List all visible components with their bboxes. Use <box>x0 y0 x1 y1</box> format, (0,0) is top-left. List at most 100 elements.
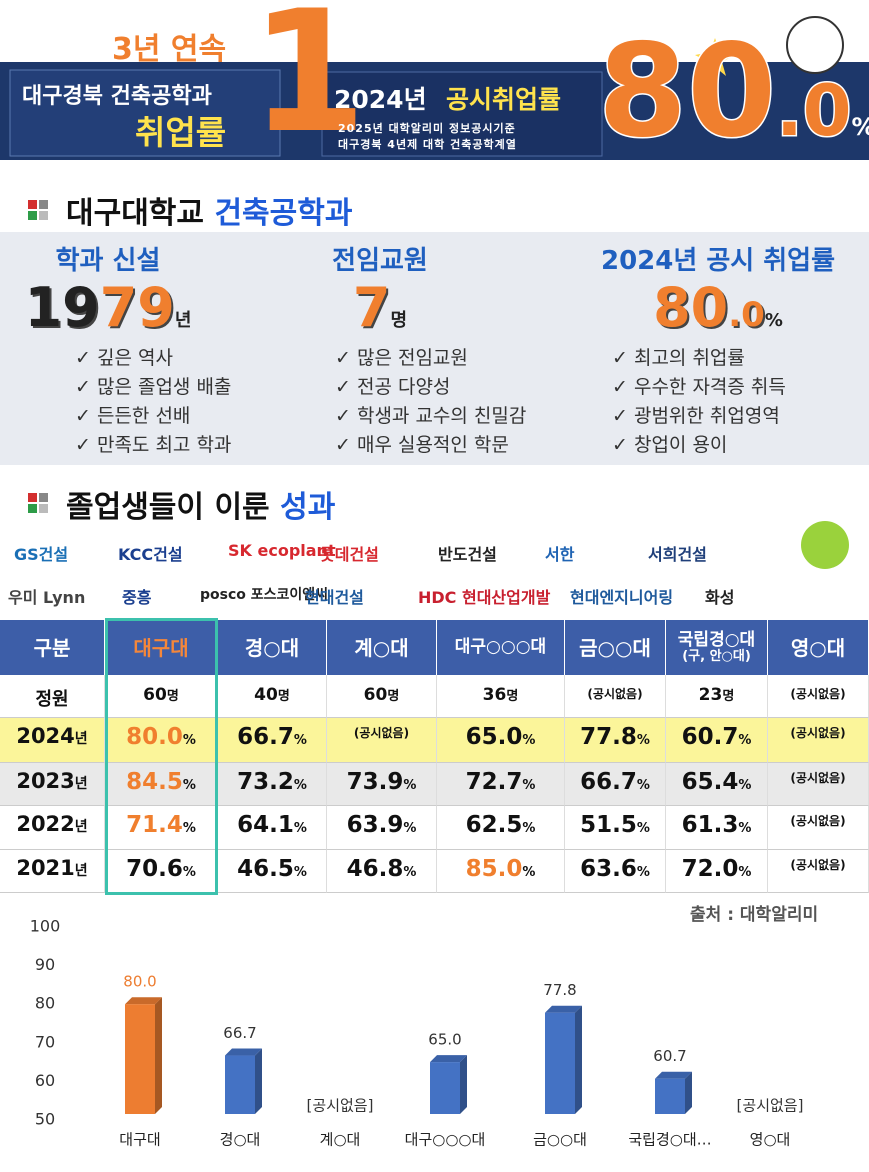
x-tick-label: 대구대 <box>119 1131 160 1149</box>
cell-value: (공시없음) <box>790 726 846 740</box>
cell-value: (공시없음) <box>790 771 846 785</box>
header-cell: 금○○대 <box>565 620 666 675</box>
value-part: 19 <box>24 276 100 339</box>
rate-unit: % <box>851 113 869 141</box>
header-text: 대구○○○대 <box>454 637 547 658</box>
logo: SK ecoplant <box>228 541 336 560</box>
bar <box>225 1055 255 1114</box>
cell-unit: % <box>403 778 417 793</box>
data-label: 60.7 <box>653 1047 686 1065</box>
table-cell: (공시없음) <box>768 718 869 763</box>
cell-unit: % <box>522 865 536 880</box>
logo: 중흥 <box>122 588 152 607</box>
column-heading: 전임교원 <box>332 246 428 276</box>
cell-value: 60 <box>143 685 167 705</box>
header-cell: 경○대 <box>218 620 327 675</box>
table-cell: 72.7% <box>437 763 565 806</box>
row-unit: 년 <box>74 776 88 792</box>
header-text: 구분 <box>33 635 71 660</box>
cell-unit: % <box>403 821 417 836</box>
table-cell: (공시없음) <box>327 718 437 763</box>
big-value: 7명 <box>353 278 407 337</box>
bar <box>430 1062 460 1114</box>
table-cell: 85.0% <box>437 850 565 893</box>
data-label: 66.7 <box>223 1024 256 1042</box>
table-cell: (공시없음) <box>768 763 869 806</box>
table-cell: 36 명 <box>437 675 565 718</box>
icon <box>28 493 37 502</box>
source-line: 대구경북 4년제 대학 건축공학계열 <box>338 138 517 151</box>
table-cell: 63.9% <box>327 806 437 850</box>
cell-value: (공시없음) <box>353 726 410 740</box>
table-cell: 40 명 <box>218 675 327 718</box>
cell-value: 80.0 <box>126 724 183 750</box>
cell-value: 66.7 <box>580 769 637 795</box>
header-cell: 영○대 <box>768 620 869 675</box>
source-line: 2025년 대학알리미 정보공시기준 <box>338 122 516 135</box>
cell-unit: % <box>738 865 752 880</box>
bar-side <box>460 1055 467 1114</box>
big-number: 1 <box>250 0 367 170</box>
bullet: 많은 졸업생 배출 <box>75 372 231 399</box>
logo: 롯데건설 <box>320 545 379 564</box>
icon <box>39 493 48 502</box>
bar-side <box>575 1005 582 1114</box>
table-cell: 72.0% <box>666 850 768 893</box>
bar-top <box>655 1071 692 1079</box>
table-cell: 51.5% <box>565 806 666 850</box>
cell-value: 51.5 <box>580 812 637 838</box>
table-cell: (공시없음) <box>768 675 869 718</box>
value-part: .0 <box>728 295 765 335</box>
cell-value: 60.7 <box>681 724 739 750</box>
bullet: 학생과 교수의 친밀감 <box>335 401 526 428</box>
row-label: 2021 <box>16 856 75 880</box>
bar-top <box>545 1005 582 1013</box>
column-heading: 학과 신설 <box>55 246 161 276</box>
cell-unit: % <box>182 778 196 793</box>
bullet: 전공 다양성 <box>335 372 450 399</box>
clover <box>801 521 849 569</box>
cell-value: (공시없음) <box>790 687 846 701</box>
header-text: 경○대 <box>244 635 300 660</box>
bullet: 만족도 최고 학과 <box>75 430 231 457</box>
header-text: 계○대 <box>354 635 409 660</box>
cell-value: 63.6 <box>580 856 637 882</box>
row-label: 2023 <box>16 769 75 793</box>
title-b: 성과 <box>280 490 336 525</box>
cell-value: 73.2 <box>237 769 294 795</box>
bar-top <box>225 1048 262 1056</box>
header-cell: 대구○○○대 <box>437 620 565 675</box>
data-label: 80.0 <box>123 973 156 991</box>
banner-mid-box <box>321 71 603 157</box>
logo: 우미 Lynn <box>8 588 86 607</box>
table-cell: 60 명 <box>105 675 218 718</box>
cell-unit: % <box>293 865 307 880</box>
bullet: 많은 전임교원 <box>335 343 468 370</box>
cell-unit: % <box>182 821 196 836</box>
cell-unit: % <box>182 733 196 748</box>
column-heading: 2024년 공시 취업률 <box>601 246 835 276</box>
cell-unit: 명 <box>722 689 735 704</box>
table-cell: 2022 년 <box>0 806 105 850</box>
y-tick-label: 50 <box>35 1110 55 1129</box>
row-unit: 년 <box>74 863 88 879</box>
x-tick-label: 금○○대 <box>533 1131 587 1149</box>
cell-value: 71.4 <box>126 812 183 838</box>
logo: HDC 현대산업개발 <box>418 588 551 607</box>
star <box>695 38 735 76</box>
cell-value: 66.7 <box>237 724 294 750</box>
cell-unit: 명 <box>166 689 179 704</box>
bullet: 매우 실용적인 학문 <box>335 430 509 457</box>
row-unit: 년 <box>74 731 88 747</box>
cell-unit: % <box>738 821 752 836</box>
cell-unit: % <box>293 733 307 748</box>
header-text: 국립경○대 <box>677 630 756 650</box>
cell-value: 36 <box>482 685 507 705</box>
bar-side <box>155 997 162 1114</box>
cell-value: 65.4 <box>681 769 739 795</box>
title-a: 졸업생들이 이룬 <box>66 490 270 525</box>
bullet: 광범위한 취업영역 <box>612 401 780 428</box>
cell-value: 46.8 <box>346 856 404 882</box>
y-tick-label: 80 <box>35 994 55 1013</box>
cell-value: 62.5 <box>465 812 523 838</box>
